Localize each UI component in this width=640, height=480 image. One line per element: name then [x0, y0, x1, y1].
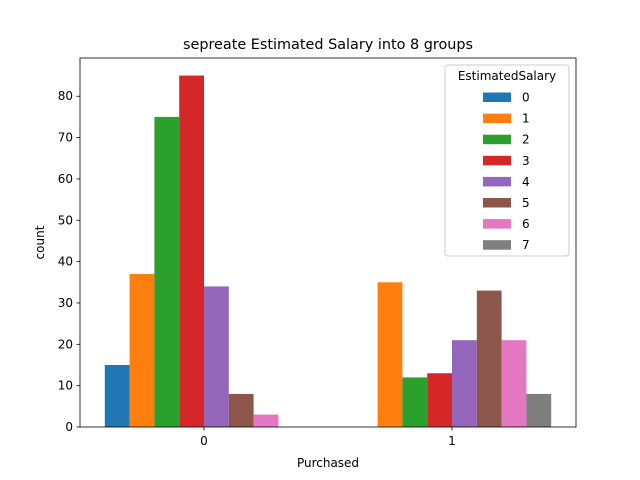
y-tick-label: 50	[58, 213, 73, 227]
bar-1-5	[476, 290, 502, 427]
legend-swatch-4	[483, 176, 511, 187]
legend-swatch-3	[483, 155, 511, 166]
y-axis-label: count	[33, 225, 47, 259]
y-tick-label: 70	[58, 131, 73, 145]
bars-group	[104, 75, 552, 428]
legend-swatch-1	[483, 113, 511, 124]
legend: EstimatedSalary 0 1 2 3 4 5 6 7	[444, 64, 570, 257]
y-tick-label: 20	[58, 337, 73, 351]
y-tick-label: 60	[58, 172, 73, 186]
bar-0-1	[129, 274, 155, 427]
y-axis: 0 10 20 30 40 50 60 70 80	[58, 89, 80, 434]
legend-label-0: 0	[522, 91, 530, 105]
legend-swatch-6	[483, 219, 511, 229]
plot-frame	[79, 57, 577, 428]
bar-1-6	[501, 340, 527, 427]
bar-0-3	[179, 75, 204, 427]
legend-title: EstimatedSalary	[458, 69, 556, 83]
y-tick-label: 10	[58, 379, 73, 393]
bar-1-2	[402, 377, 428, 427]
bar-1-7	[526, 393, 552, 427]
legend-label-1: 1	[522, 112, 530, 126]
bar-0-4	[204, 286, 229, 427]
legend-label-7: 7	[522, 238, 530, 252]
legend-label-5: 5	[522, 196, 530, 210]
y-tick-label: 30	[58, 296, 73, 310]
y-tick-label: 40	[58, 255, 73, 269]
y-tick-label: 0	[65, 420, 73, 434]
legend-label-6: 6	[522, 217, 530, 231]
bar-0-6	[253, 414, 279, 427]
legend-label-4: 4	[522, 175, 530, 189]
y-tick-label: 80	[58, 89, 73, 103]
chart-title: sepreate Estimated Salary into 8 groups	[183, 37, 473, 53]
legend-swatch-5	[483, 198, 511, 208]
x-tick-label: 0	[200, 434, 208, 448]
bar-1-1	[377, 282, 403, 427]
legend-swatch-0	[483, 92, 511, 102]
legend-label-2: 2	[522, 133, 530, 147]
legend-label-3: 3	[522, 154, 530, 168]
x-axis-label: Purchased	[297, 456, 359, 470]
bar-1-3	[427, 373, 452, 427]
bar-0-2	[154, 116, 180, 428]
bar-0-0	[104, 364, 130, 427]
bar-0-5	[228, 393, 254, 427]
legend-swatch-2	[483, 134, 511, 145]
x-tick-label: 1	[448, 434, 456, 448]
bar-1-4	[452, 340, 477, 427]
legend-swatch-7	[483, 240, 511, 250]
